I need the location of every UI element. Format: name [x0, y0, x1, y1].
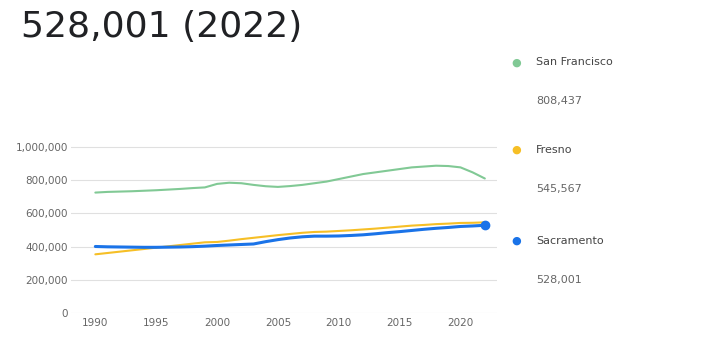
Text: ●: ● [511, 236, 521, 246]
Text: 528,001 (2022): 528,001 (2022) [21, 10, 302, 44]
Text: Fresno: Fresno [536, 145, 572, 155]
Text: 808,437: 808,437 [536, 96, 582, 106]
Text: 528,001: 528,001 [536, 275, 581, 285]
Text: San Francisco: San Francisco [536, 57, 613, 67]
Text: Sacramento: Sacramento [536, 236, 603, 246]
Text: ●: ● [511, 145, 521, 155]
Text: 545,567: 545,567 [536, 184, 581, 194]
Text: ●: ● [511, 57, 521, 67]
